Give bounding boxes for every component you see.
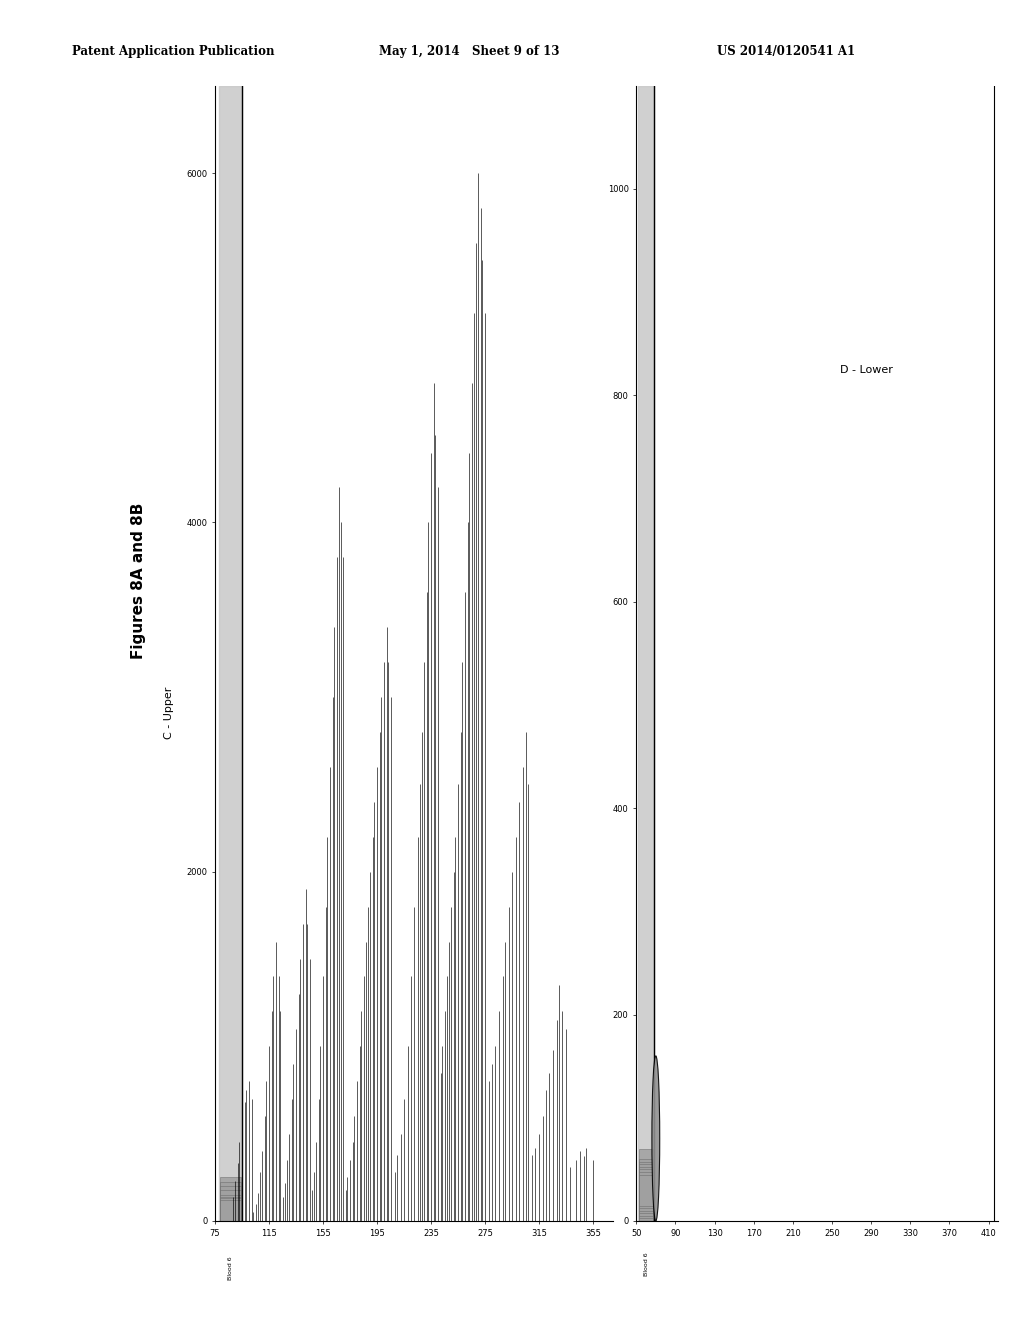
Text: May 1, 2014   Sheet 9 of 13: May 1, 2014 Sheet 9 of 13 bbox=[379, 45, 559, 58]
FancyBboxPatch shape bbox=[639, 1164, 653, 1216]
FancyBboxPatch shape bbox=[220, 1187, 241, 1238]
FancyBboxPatch shape bbox=[220, 1177, 241, 1247]
Text: Patent Application Publication: Patent Application Publication bbox=[72, 45, 274, 58]
FancyBboxPatch shape bbox=[220, 1191, 241, 1234]
Text: C - Upper: C - Upper bbox=[164, 686, 174, 739]
FancyBboxPatch shape bbox=[220, 1196, 241, 1228]
FancyBboxPatch shape bbox=[639, 1170, 653, 1210]
Text: D - Lower: D - Lower bbox=[840, 364, 893, 375]
Text: Blood 6: Blood 6 bbox=[643, 1251, 648, 1275]
FancyBboxPatch shape bbox=[639, 1162, 653, 1218]
FancyBboxPatch shape bbox=[220, 1195, 241, 1230]
FancyBboxPatch shape bbox=[639, 1167, 653, 1213]
Bar bbox=[219, 86, 242, 1221]
Bar bbox=[638, 86, 654, 1221]
FancyBboxPatch shape bbox=[639, 1148, 653, 1232]
Ellipse shape bbox=[652, 1056, 659, 1221]
Text: US 2014/0120541 A1: US 2014/0120541 A1 bbox=[717, 45, 855, 58]
FancyBboxPatch shape bbox=[639, 1172, 653, 1208]
FancyBboxPatch shape bbox=[220, 1200, 241, 1225]
FancyBboxPatch shape bbox=[220, 1181, 241, 1243]
FancyBboxPatch shape bbox=[220, 1199, 241, 1226]
Text: Figures 8A and 8B: Figures 8A and 8B bbox=[131, 503, 145, 659]
FancyBboxPatch shape bbox=[639, 1159, 653, 1221]
FancyBboxPatch shape bbox=[639, 1175, 653, 1205]
Text: Blood 6: Blood 6 bbox=[228, 1255, 233, 1279]
